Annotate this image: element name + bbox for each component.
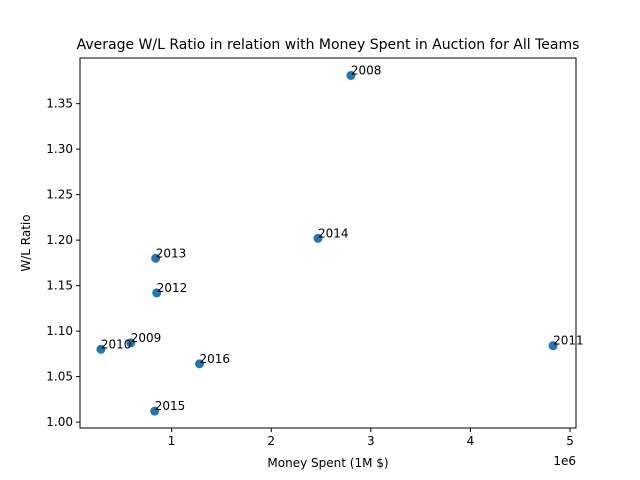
x-tick-label: 1 xyxy=(168,434,176,448)
y-tick-label: 1.25 xyxy=(46,188,73,202)
data-point-label-2014: 2014 xyxy=(318,226,349,240)
y-tick-label: 1.10 xyxy=(46,324,73,338)
x-tick-label: 2 xyxy=(267,434,275,448)
plot-area-frame xyxy=(79,57,577,429)
data-point-label-2010: 2010 xyxy=(101,337,132,351)
data-point-2012 xyxy=(152,288,162,298)
data-point-label-2011: 2011 xyxy=(553,334,584,348)
data-point-label-2008: 2008 xyxy=(351,63,382,77)
y-tick-label: 1.15 xyxy=(46,279,73,293)
data-point-2016 xyxy=(195,359,205,369)
data-point-2009 xyxy=(126,338,136,348)
y-axis-label: W/L Ratio xyxy=(19,214,33,271)
y-tick-label: 1.20 xyxy=(46,233,73,247)
data-point-2008 xyxy=(346,70,356,80)
y-tick-label: 1.00 xyxy=(46,415,73,429)
x-tick-label: 3 xyxy=(367,434,375,448)
data-point-2010 xyxy=(96,344,106,354)
data-point-2014 xyxy=(313,233,323,243)
data-point-2013 xyxy=(151,253,161,263)
y-tick-label: 1.30 xyxy=(46,142,73,156)
y-tick-label: 1.05 xyxy=(46,370,73,384)
x-axis-label: Money Spent (1M $) xyxy=(267,456,388,470)
data-point-2011 xyxy=(548,341,558,351)
data-point-label-2013: 2013 xyxy=(156,246,187,260)
x-tick-label: 4 xyxy=(467,434,475,448)
data-point-2015 xyxy=(150,406,160,416)
data-point-label-2009: 2009 xyxy=(131,331,162,345)
data-points xyxy=(96,70,558,416)
x-axis-offset-text: 1e6 xyxy=(553,454,576,468)
axis-ticks: 1 2 3 4 5 1.00 1.05 1.10 1.15 1.20 1.25 1.30 1.35 xyxy=(46,97,574,448)
chart-title: Average W/L Ratio in relation with Money… xyxy=(77,37,580,53)
data-point-label-2015: 2015 xyxy=(155,399,186,413)
x-tick-label: 5 xyxy=(566,434,574,448)
data-point-label-2012: 2012 xyxy=(157,281,188,295)
data-point-label-2016: 2016 xyxy=(200,352,231,366)
y-tick-label: 1.35 xyxy=(46,97,73,111)
